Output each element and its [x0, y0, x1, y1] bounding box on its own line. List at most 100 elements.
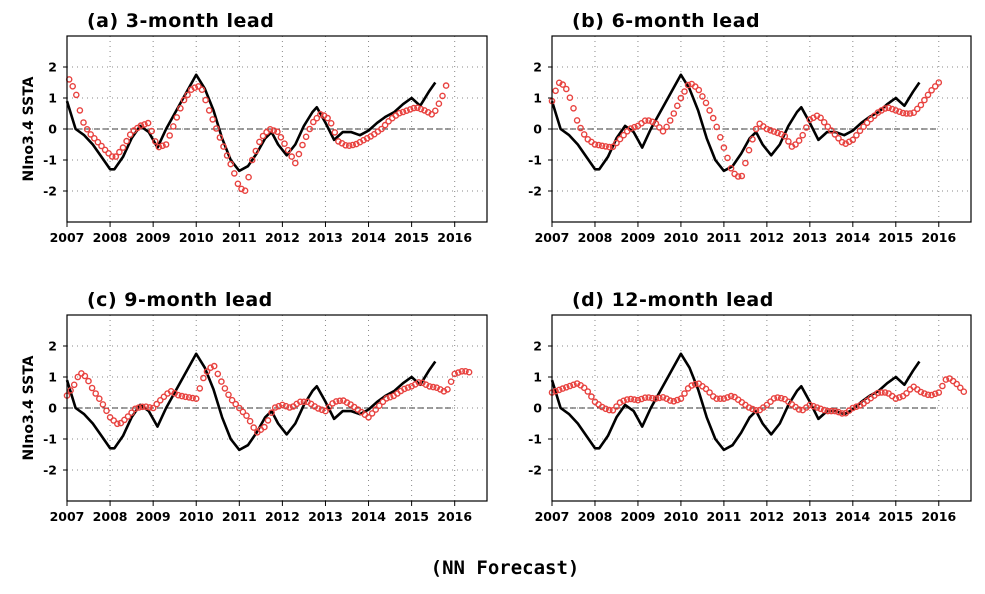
forecast-point: [268, 409, 275, 417]
forecast-point: [243, 412, 250, 420]
forecast-point: [180, 96, 188, 104]
x-tick-label: 2014: [835, 230, 870, 245]
forecast-point: [96, 395, 103, 403]
forecast-point: [142, 403, 150, 411]
x-tick-label: 2012: [265, 509, 300, 524]
forecast-point: [559, 81, 567, 88]
forecast-point: [878, 389, 885, 396]
forecast-point: [414, 104, 421, 112]
forecast-point: [451, 370, 459, 378]
forecast-point: [282, 402, 290, 410]
forecast-point: [681, 390, 688, 397]
forecast-point: [645, 394, 653, 401]
forecast-point: [178, 392, 186, 400]
forecast-point: [266, 126, 274, 133]
forecast-point: [577, 124, 584, 132]
forecast-point: [410, 104, 418, 112]
forecast-point: [288, 153, 296, 160]
forecast-point: [139, 403, 146, 411]
forecast-point: [820, 406, 828, 414]
forecast-point: [462, 367, 469, 375]
forecast-point: [727, 164, 735, 172]
figure-footer: (NN Forecast): [431, 557, 580, 579]
y-tick-label: 1: [48, 370, 57, 385]
forecast-point: [767, 398, 774, 406]
forecast-point: [659, 127, 667, 135]
x-tick-label: 2012: [749, 230, 784, 245]
forecast-point: [627, 395, 635, 403]
forecast-point: [401, 385, 408, 393]
forecast-point: [566, 382, 574, 390]
forecast-point: [935, 389, 943, 396]
forecast-point: [375, 402, 383, 410]
forecast-point: [795, 137, 803, 144]
forecast-point: [189, 394, 196, 402]
forecast-point: [336, 397, 344, 405]
forecast-point: [245, 173, 252, 181]
forecast-point: [906, 110, 914, 117]
forecast-point: [803, 124, 810, 131]
forecast-point: [785, 138, 792, 145]
forecast-point: [70, 381, 78, 389]
forecast-point: [616, 135, 624, 143]
forecast-point: [300, 398, 308, 406]
forecast-point: [313, 114, 321, 122]
forecast-point: [613, 139, 620, 147]
forecast-point: [76, 107, 84, 114]
forecast-point: [863, 119, 871, 127]
forecast-point: [442, 82, 450, 89]
y-tick-label: 1: [48, 91, 57, 106]
forecast-point: [232, 400, 239, 408]
forecast-point: [291, 159, 299, 167]
forecast-point: [378, 125, 385, 133]
forecast-point: [81, 372, 89, 380]
forecast-point: [828, 127, 835, 134]
x-tick-label: 2008: [578, 509, 613, 524]
forecast-point: [677, 395, 685, 403]
forecast-point: [210, 362, 218, 370]
forecast-point: [892, 395, 900, 403]
x-tick-label: 2007: [535, 509, 570, 524]
forecast-point: [112, 153, 120, 160]
y-tick-label: -1: [528, 432, 542, 447]
forecast-point: [365, 413, 372, 421]
forecast-point: [162, 141, 170, 148]
forecast-point: [749, 405, 756, 413]
forecast-point: [404, 384, 412, 391]
forecast-point: [774, 129, 781, 137]
forecast-point: [85, 377, 92, 385]
forecast-point: [435, 100, 443, 107]
forecast-point: [299, 141, 306, 149]
forecast-point: [935, 79, 943, 86]
forecast-point: [580, 384, 588, 392]
forecast-point: [212, 125, 220, 132]
forecast-point: [295, 150, 303, 158]
x-tick-label: 2013: [792, 509, 827, 524]
forecast-point: [631, 396, 638, 403]
forecast-point: [928, 391, 935, 399]
forecast-point: [777, 394, 785, 402]
forecast-point: [591, 141, 599, 148]
forecast-point: [684, 81, 692, 89]
forecast-point: [720, 144, 728, 151]
forecast-point: [69, 83, 76, 90]
forecast-point: [874, 389, 882, 397]
forecast-point: [318, 406, 326, 414]
forecast-point: [406, 106, 414, 113]
forecast-point: [223, 152, 231, 159]
forecast-point: [792, 141, 799, 148]
forecast-point: [447, 378, 455, 386]
forecast-point: [620, 131, 627, 139]
panel-d: 2007 2008 2009 2010 2011 2012 2013 2014 2015 2016…: [528, 289, 972, 524]
forecast-point: [641, 394, 649, 402]
forecast-point: [914, 105, 921, 113]
x-tick-label: 2008: [93, 230, 128, 245]
forecast-point: [399, 108, 407, 116]
forecast-point: [92, 390, 99, 397]
forecast-point: [184, 91, 191, 99]
x-tick-label: 2010: [179, 509, 214, 524]
forecast-point: [860, 123, 867, 130]
forecast-point: [275, 402, 283, 410]
forecast-point: [924, 391, 932, 399]
